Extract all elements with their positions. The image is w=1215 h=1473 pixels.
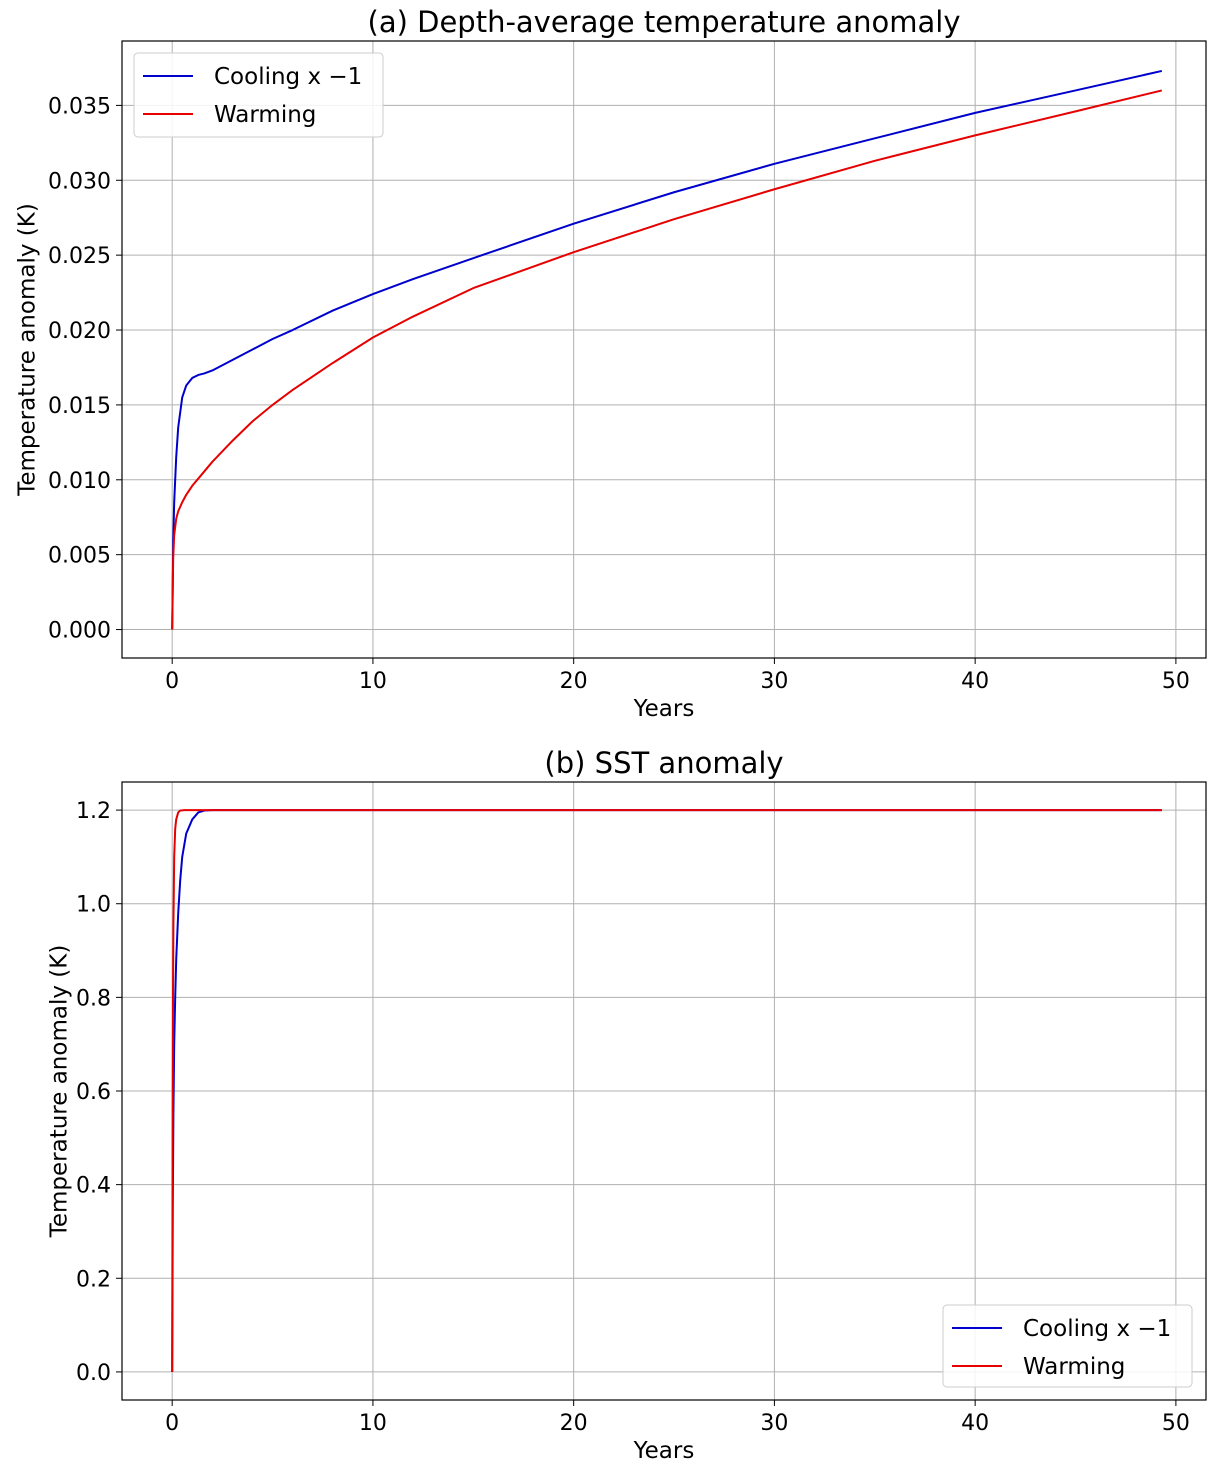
y-tick-label: 0.000 bbox=[48, 619, 111, 644]
x-axis-label: Years bbox=[633, 696, 695, 722]
chart-panel-a: 0 10 20 30 40 50 0.000 0.005 0.010 0.015 0.020 0.02… bbox=[15, 5, 1207, 722]
y-tick-label: 0.020 bbox=[48, 319, 111, 344]
legend-box bbox=[133, 52, 384, 138]
chart-panel-b: 0 10 20 30 40 50 0.0 0.2 0.4 0.6 0.8 1.0 1.2 (b) SST… bbox=[47, 746, 1207, 1464]
y-tick-label: 0.030 bbox=[48, 169, 111, 194]
legend-box bbox=[942, 1304, 1193, 1388]
y-tick-label: 0.015 bbox=[48, 394, 111, 419]
series-line-warming bbox=[171, 809, 1162, 1372]
chart-title: (b) SST anomaly bbox=[544, 746, 783, 780]
grid-lines bbox=[122, 41, 1206, 658]
x-tick-label: 40 bbox=[961, 669, 989, 694]
x-tick-label: 10 bbox=[359, 669, 387, 694]
y-tick-label: 0.035 bbox=[48, 94, 111, 119]
y-axis-label: Temperature anomaly (K) bbox=[15, 203, 41, 497]
x-tick-label: 20 bbox=[560, 669, 588, 694]
x-tick-label: 30 bbox=[760, 1411, 788, 1436]
series-line-warming bbox=[171, 89, 1163, 630]
y-tick-label: 0.2 bbox=[76, 1267, 111, 1292]
chart-title: (a) Depth-average temperature anomaly bbox=[368, 5, 961, 39]
y-tick-label: 1.2 bbox=[76, 799, 111, 824]
legend-label-cooling: Cooling x −1 bbox=[1023, 1316, 1171, 1342]
x-tick-label: 30 bbox=[760, 669, 788, 694]
legend-label-cooling: Cooling x −1 bbox=[214, 64, 362, 90]
axis-ticks: 0 10 20 30 40 50 0.000 0.005 0.010 0.015 0.020 0.02… bbox=[48, 94, 1190, 694]
legend: Cooling x −1 Warming bbox=[942, 1304, 1193, 1388]
legend-label-warming: Warming bbox=[214, 102, 316, 128]
y-axis-label: Temperature anomaly (K) bbox=[47, 945, 73, 1239]
series-lines bbox=[171, 809, 1162, 1372]
y-tick-label: 0.4 bbox=[76, 1174, 111, 1199]
y-tick-label: 0.005 bbox=[48, 544, 111, 569]
y-tick-label: 1.0 bbox=[76, 893, 111, 918]
y-tick-label: 0.010 bbox=[48, 469, 111, 494]
x-tick-label: 0 bbox=[165, 669, 179, 694]
x-tick-label: 50 bbox=[1162, 1411, 1190, 1436]
axis-ticks: 0 10 20 30 40 50 0.0 0.2 0.4 0.6 0.8 1.0 1.2 bbox=[76, 799, 1190, 1436]
x-tick-label: 0 bbox=[165, 1411, 179, 1436]
legend: Cooling x −1 Warming bbox=[133, 52, 384, 138]
plot-frame bbox=[121, 40, 1207, 659]
y-tick-label: 0.0 bbox=[76, 1361, 111, 1386]
x-tick-label: 50 bbox=[1162, 669, 1190, 694]
x-tick-label: 20 bbox=[560, 1411, 588, 1436]
series-line-cooling bbox=[171, 69, 1163, 630]
y-tick-label: 0.025 bbox=[48, 244, 111, 269]
series-lines bbox=[171, 69, 1163, 630]
y-tick-label: 0.8 bbox=[76, 986, 111, 1011]
x-tick-label: 10 bbox=[359, 1411, 387, 1436]
x-axis-label: Years bbox=[633, 1438, 695, 1464]
legend-label-warming: Warming bbox=[1023, 1354, 1125, 1380]
y-tick-label: 0.6 bbox=[76, 1080, 111, 1105]
x-tick-label: 40 bbox=[961, 1411, 989, 1436]
